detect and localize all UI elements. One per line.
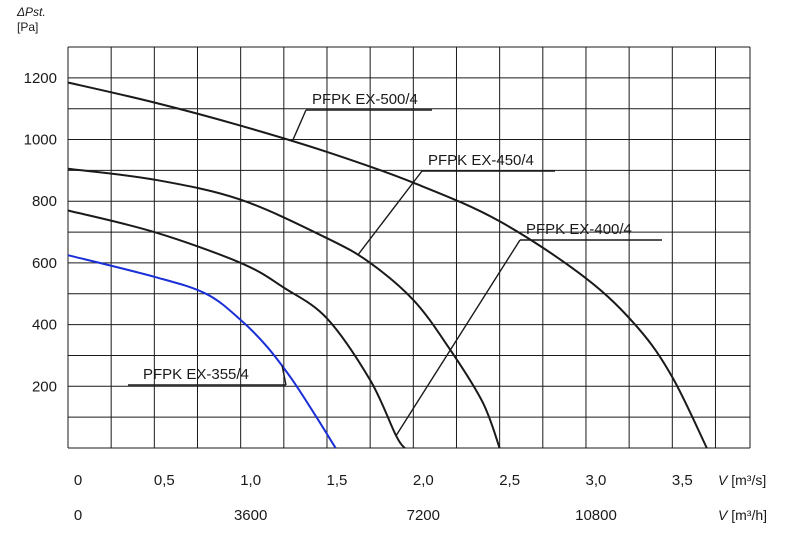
x-tick-label-m3s: 1,5 xyxy=(327,472,348,489)
series-line-3 xyxy=(67,209,406,449)
x-tick-label-m3s: 1,0 xyxy=(240,472,261,489)
y-tick-label: 800 xyxy=(32,193,57,210)
y-axis-title-unit: [Pa] xyxy=(17,20,38,34)
y-tick-label: 600 xyxy=(32,255,57,272)
y-tick-label: 200 xyxy=(32,378,57,395)
curves xyxy=(67,81,708,449)
x-tick-label-m3h: 0 xyxy=(74,507,82,524)
y-tick-label: 400 xyxy=(32,317,57,334)
curve-label-4: PFPK EX-355/4 xyxy=(143,366,249,383)
x-tick-label-m3s: 0,5 xyxy=(154,472,175,489)
axis-titles: ΔPst.[Pa] V [m³/s] V [m³/h] xyxy=(16,5,767,523)
y-tick-label: 1000 xyxy=(24,132,57,149)
x-tick-label-m3s: 2,0 xyxy=(413,472,434,489)
x-tick-label-m3s: 0 xyxy=(74,472,82,489)
curve-label-leader-3 xyxy=(395,239,521,436)
x-axis-title-m3h: V [m³/h] xyxy=(718,507,767,523)
x-tick-label-m3h: 7200 xyxy=(407,507,440,524)
series-line-1 xyxy=(67,81,708,449)
x-tick-label-m3s: 3,0 xyxy=(586,472,607,489)
curve-label-2: PFPK EX-450/4 xyxy=(428,152,534,169)
x-tick-label-m3s: 2,5 xyxy=(499,472,520,489)
curve-label-1: PFPK EX-500/4 xyxy=(312,91,418,108)
curve-label-leader-1 xyxy=(291,109,307,142)
y-tick-label: 1200 xyxy=(24,70,57,87)
series-line-4 xyxy=(67,254,337,449)
curve-label-3: PFPK EX-400/4 xyxy=(526,221,632,238)
curve-label-leader-4 xyxy=(281,365,287,386)
x-axis-title-m3s: V [m³/s] xyxy=(718,472,766,488)
curve-label-leader-2 xyxy=(357,170,423,256)
x-tick-label-m3h: 10800 xyxy=(575,507,617,524)
tick-labels: 200 400 600 800 1000 1200 0 0,5 1,0 1,5 2,0 2,5 3,0 3… xyxy=(24,70,693,524)
y-axis-title-symbol: ΔPst. xyxy=(16,5,46,19)
x-tick-label-m3s: 3,5 xyxy=(672,472,693,489)
curve-labels: PFPK EX-500/4 PFPK EX-450/4 PFPK EX-400/4 P… xyxy=(128,91,662,436)
x-tick-label-m3h: 3600 xyxy=(234,507,267,524)
series-line-2 xyxy=(67,167,501,449)
